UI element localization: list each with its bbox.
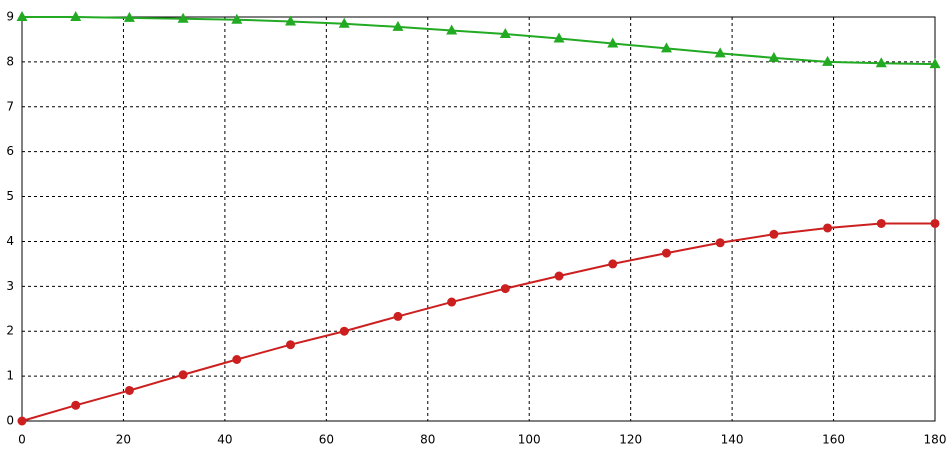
marker <box>554 271 564 281</box>
marker <box>393 311 403 321</box>
marker <box>446 24 458 35</box>
marker <box>71 400 81 410</box>
y-tick-label: 6 <box>6 144 14 158</box>
line <box>21 222 935 422</box>
marker <box>16 11 28 21</box>
y-tick-label: 5 <box>6 189 14 203</box>
y-tick-label: 7 <box>6 99 14 113</box>
marker <box>339 326 349 336</box>
marker <box>714 47 726 58</box>
marker <box>123 11 135 22</box>
marker <box>823 223 833 233</box>
marker <box>70 11 82 21</box>
line <box>22 16 936 66</box>
marker <box>660 42 672 53</box>
x-tick-label: 60 <box>319 433 334 447</box>
y-tick-label: 9 <box>6 10 14 24</box>
y-tick-label: 8 <box>6 54 14 68</box>
marker <box>124 385 134 395</box>
marker <box>338 17 350 28</box>
marker <box>875 57 887 68</box>
x-tick-label: 0 <box>18 433 26 447</box>
y-tick-label: 2 <box>6 324 14 338</box>
x-tick-label: 120 <box>619 433 642 447</box>
marker <box>607 37 619 48</box>
x-tick-label: 100 <box>518 433 541 447</box>
x-tick-label: 20 <box>116 433 131 447</box>
marker <box>553 32 565 43</box>
marker <box>392 20 404 31</box>
marker <box>930 218 940 228</box>
x-tick-label: 180 <box>924 433 947 447</box>
marker <box>286 340 296 350</box>
y-tick-label: 3 <box>6 279 14 293</box>
plot-frame <box>21 16 936 422</box>
marker <box>661 248 671 258</box>
marker <box>929 58 941 69</box>
marker <box>769 229 779 239</box>
marker <box>231 13 243 24</box>
marker <box>500 284 510 294</box>
y-tick-label: 4 <box>6 234 14 248</box>
marker <box>447 297 457 307</box>
marker <box>715 238 725 248</box>
marker <box>232 355 242 365</box>
x-tick-label: 160 <box>822 433 845 447</box>
marker <box>608 259 618 269</box>
x-tick-label: 80 <box>420 433 435 447</box>
marker <box>822 55 834 66</box>
x-tick-label: 140 <box>721 433 744 447</box>
marker <box>876 218 886 228</box>
y-tick-label: 0 <box>6 414 14 428</box>
marker <box>177 12 189 23</box>
marker <box>178 370 188 380</box>
marker <box>285 15 297 26</box>
x-tick-label: 40 <box>217 433 232 447</box>
marker <box>499 28 511 39</box>
marker <box>17 416 27 426</box>
y-tick-label: 1 <box>6 369 14 383</box>
marker <box>768 51 780 62</box>
